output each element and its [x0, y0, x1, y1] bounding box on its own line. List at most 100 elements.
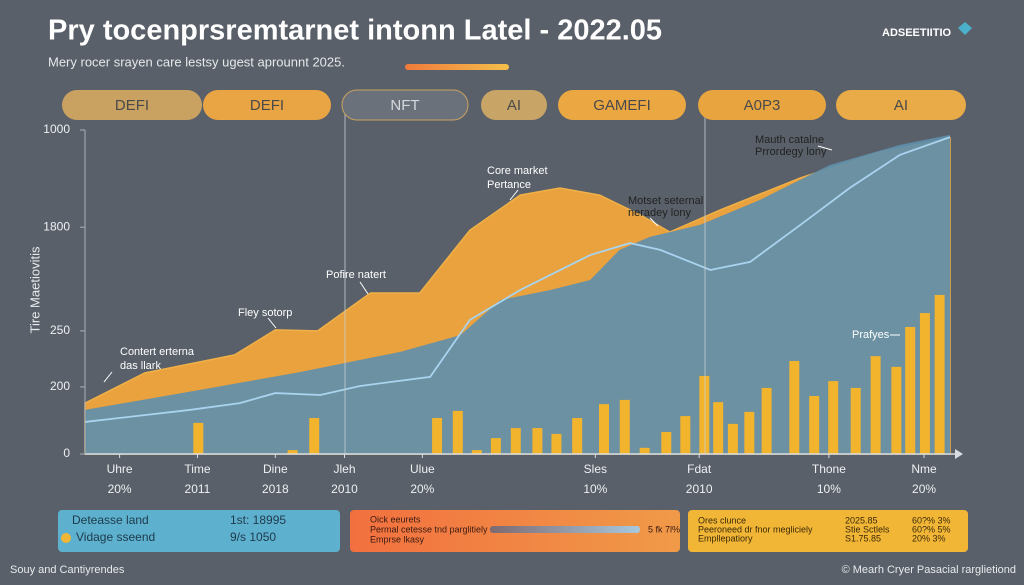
annotation: Pofire natert [326, 269, 386, 281]
panel-bar [490, 526, 640, 533]
panel-text: 20% 3% [912, 533, 946, 543]
category-pill [481, 90, 547, 120]
y-tick-label: 0 [63, 446, 70, 460]
x-tick-label: Dine [263, 462, 288, 476]
bar [680, 416, 691, 454]
x-tick-sublabel: 2010 [686, 482, 713, 496]
annotation: Contert erterna [120, 346, 195, 358]
category-pill [558, 90, 686, 120]
panel-text: Permal cetesse tnd parglitiely [370, 524, 488, 534]
subtitle: Mery rocer srayen care lestsy ugest apro… [48, 54, 345, 69]
bar [713, 402, 724, 454]
annotation-arrow [267, 317, 277, 329]
bar [699, 375, 710, 454]
brand: ADSEETIITIO [882, 27, 952, 39]
x-tick-sublabel: 20% [912, 482, 936, 496]
bar [828, 381, 839, 454]
bar [639, 447, 650, 454]
panel-text: Oick eeurets [370, 514, 421, 524]
bar [744, 411, 755, 454]
axis-arrow [955, 449, 963, 459]
panel-text: Peeroneed dr fnor megliciely [698, 524, 813, 534]
bar [761, 387, 772, 454]
bar [471, 450, 482, 454]
x-tick-sublabel: 2011 [185, 482, 211, 496]
category-pill-label: AI [507, 97, 521, 114]
panel-text: 60?% 5% [912, 524, 951, 534]
panel [58, 510, 340, 552]
annotation: Mauth catalne [755, 134, 824, 146]
annotation-arrow [509, 189, 519, 201]
category-pill-label: DEFI [115, 97, 149, 114]
category-pill [203, 90, 331, 120]
x-tick-label: Fdat [687, 462, 712, 476]
bar [287, 450, 298, 454]
x-tick-label: Time [184, 462, 211, 476]
x-tick-sublabel: 10% [817, 482, 841, 496]
y-tick-label: 250 [50, 323, 70, 337]
annotation-arrow [359, 281, 369, 295]
bar [599, 404, 609, 454]
x-tick-label: Thone [812, 462, 846, 476]
category-pill-label: GAMEFI [593, 97, 651, 114]
bar [532, 428, 543, 454]
title: Pry tocenprsremtarnet intonn Latel - 202… [48, 15, 662, 47]
panel-text: Stie Sctlels [845, 524, 890, 534]
area [85, 134, 950, 455]
category-pill-label: DEFI [250, 97, 284, 114]
category-pill [341, 89, 469, 121]
panel [688, 510, 968, 552]
line [84, 136, 951, 423]
annotation-arrow [103, 371, 113, 383]
bar [789, 361, 800, 454]
x-tick-label: Sles [584, 462, 607, 476]
category-pill [698, 90, 826, 120]
annotation: Fley sotorp [238, 307, 292, 319]
panel-text: 1st: 18995 [230, 513, 286, 527]
annotation: Core market [487, 165, 548, 177]
x-tick-sublabel: 10% [583, 482, 607, 496]
annotation: Motset seternal [628, 195, 703, 207]
panel-text: 2025.85 [845, 515, 878, 525]
bar [727, 423, 738, 454]
bar [870, 356, 881, 454]
category-pill-label: NFT [390, 97, 419, 114]
bar [452, 410, 463, 454]
x-tick-label: Jleh [333, 462, 355, 476]
y-axis-label: Tire Maetiovitis [27, 246, 42, 333]
annotation: Prrordegy lony [755, 146, 827, 158]
bar [850, 387, 861, 454]
bar [572, 418, 583, 454]
x-tick-sublabel: 2018 [262, 482, 289, 496]
bar [619, 399, 630, 454]
bar [809, 396, 820, 454]
x-tick-label: Ulue [410, 462, 435, 476]
panel-text: Ores clunce [698, 515, 746, 525]
panel-text: Vidage sseend [76, 530, 155, 544]
bar [510, 428, 521, 454]
x-tick-sublabel: 2010 [331, 482, 358, 496]
annotation: Prafyes [852, 329, 890, 341]
x-tick-label: Nme [911, 462, 937, 476]
footer-right: © Mearh Cryer Pasacial rarglietiond [842, 564, 1016, 576]
accent-bar [405, 64, 509, 70]
panel-text: 60?% 3% [912, 515, 951, 525]
panel-text: Empllepatiory [698, 533, 753, 543]
bar [934, 294, 945, 454]
bar [891, 366, 902, 454]
annotation-arrow [817, 145, 833, 151]
annotation: neradey lony [628, 207, 691, 219]
bar [490, 438, 501, 454]
category-pill-label: AI [894, 97, 908, 114]
panel-text: 9/s 1050 [230, 530, 276, 544]
bar [661, 431, 672, 454]
category-pill-label: A0P3 [744, 97, 781, 114]
bar [193, 422, 204, 454]
legend-dot [61, 533, 71, 543]
plot [84, 134, 951, 455]
panel-text: S1.75.85 [845, 533, 881, 543]
x-tick-sublabel: 20% [108, 482, 132, 496]
y-tick-label: 1000 [43, 122, 70, 136]
annotation: das llark [120, 360, 161, 372]
